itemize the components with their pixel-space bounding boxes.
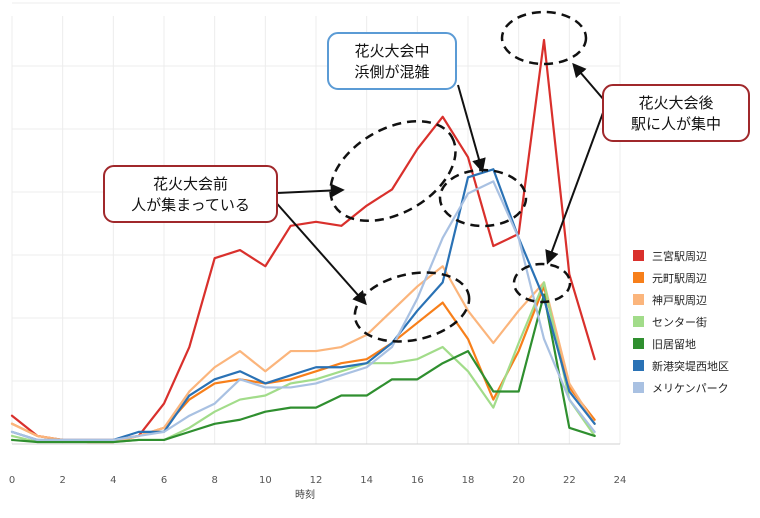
legend-label-1: 元町駅周辺	[652, 272, 707, 285]
legend-swatch-5	[633, 360, 644, 371]
highlight-ellipse-pre-orange	[353, 271, 471, 343]
callout-before-box	[103, 165, 278, 223]
x-tick-6: 6	[161, 475, 167, 486]
x-tick-14: 14	[360, 475, 373, 486]
callout-during-line1: 花火大会中	[354, 42, 429, 60]
callout-after-box	[602, 84, 750, 142]
series-line-0	[10, 38, 596, 442]
series-line-4	[10, 293, 596, 444]
highlight-ellipse-pre-red	[329, 119, 457, 223]
legend-swatch-2	[633, 294, 644, 305]
x-tick-4: 4	[110, 475, 116, 486]
legend-swatch-0	[633, 250, 644, 261]
callout-during-box	[327, 32, 457, 90]
x-tick-18: 18	[462, 475, 475, 486]
legend-label-2: 神戸駅周辺	[652, 293, 707, 307]
arrow-after-to-peak	[572, 62, 605, 101]
callout-after-line1: 花火大会後	[638, 94, 713, 112]
series-line-6	[10, 180, 596, 442]
arrow-pre-to-orange	[271, 197, 367, 306]
arrow-pre-to-red	[276, 183, 345, 198]
legend-label-4: 旧居留地	[652, 338, 696, 351]
legend-label-3: センター街	[652, 315, 707, 329]
callout-during-line2: 浜側が混雑	[354, 63, 429, 81]
legend-swatch-3	[633, 316, 644, 327]
legend-label-5: 新港突堤西地区	[652, 359, 729, 373]
legend-swatch-6	[633, 382, 644, 393]
x-tick-labels: 0 2 4 6 8 10 12 14 16 18 20 22 24	[9, 475, 627, 486]
legend-swatch-1	[633, 272, 644, 283]
x-tick-22: 22	[563, 475, 576, 486]
x-tick-0: 0	[9, 475, 15, 486]
legend-label-0: 三宮駅周辺	[652, 249, 707, 263]
x-tick-12: 12	[310, 475, 323, 486]
highlight-ellipse-station-peak	[500, 10, 588, 66]
series-line-1	[10, 285, 596, 444]
x-tick-8: 8	[211, 475, 217, 486]
highlight-ellipse-station-low	[512, 262, 572, 304]
callout-after-line2: 駅に人が集中	[631, 115, 721, 133]
callout-before-line1: 花火大会前	[153, 175, 228, 193]
x-tick-2: 2	[59, 475, 65, 486]
x-tick-20: 20	[512, 475, 525, 486]
legend-swatch-4	[633, 338, 644, 349]
highlight-ellipse-harbor-peak	[438, 168, 528, 228]
x-tick-10: 10	[259, 475, 272, 486]
x-tick-24: 24	[614, 475, 627, 486]
series-line-2	[10, 265, 596, 444]
callout-before-line2: 人が集まっている	[131, 196, 250, 214]
series-line-3	[10, 281, 596, 444]
grid-lines	[11, 2, 621, 445]
x-tick-16: 16	[411, 475, 424, 486]
x-axis-label: 時刻	[295, 488, 315, 501]
arrow-during-to-peak	[457, 84, 486, 173]
arrow-after-to-low	[545, 109, 605, 265]
legend-label-6: メリケンパーク	[652, 382, 729, 395]
series-lines	[10, 38, 596, 444]
